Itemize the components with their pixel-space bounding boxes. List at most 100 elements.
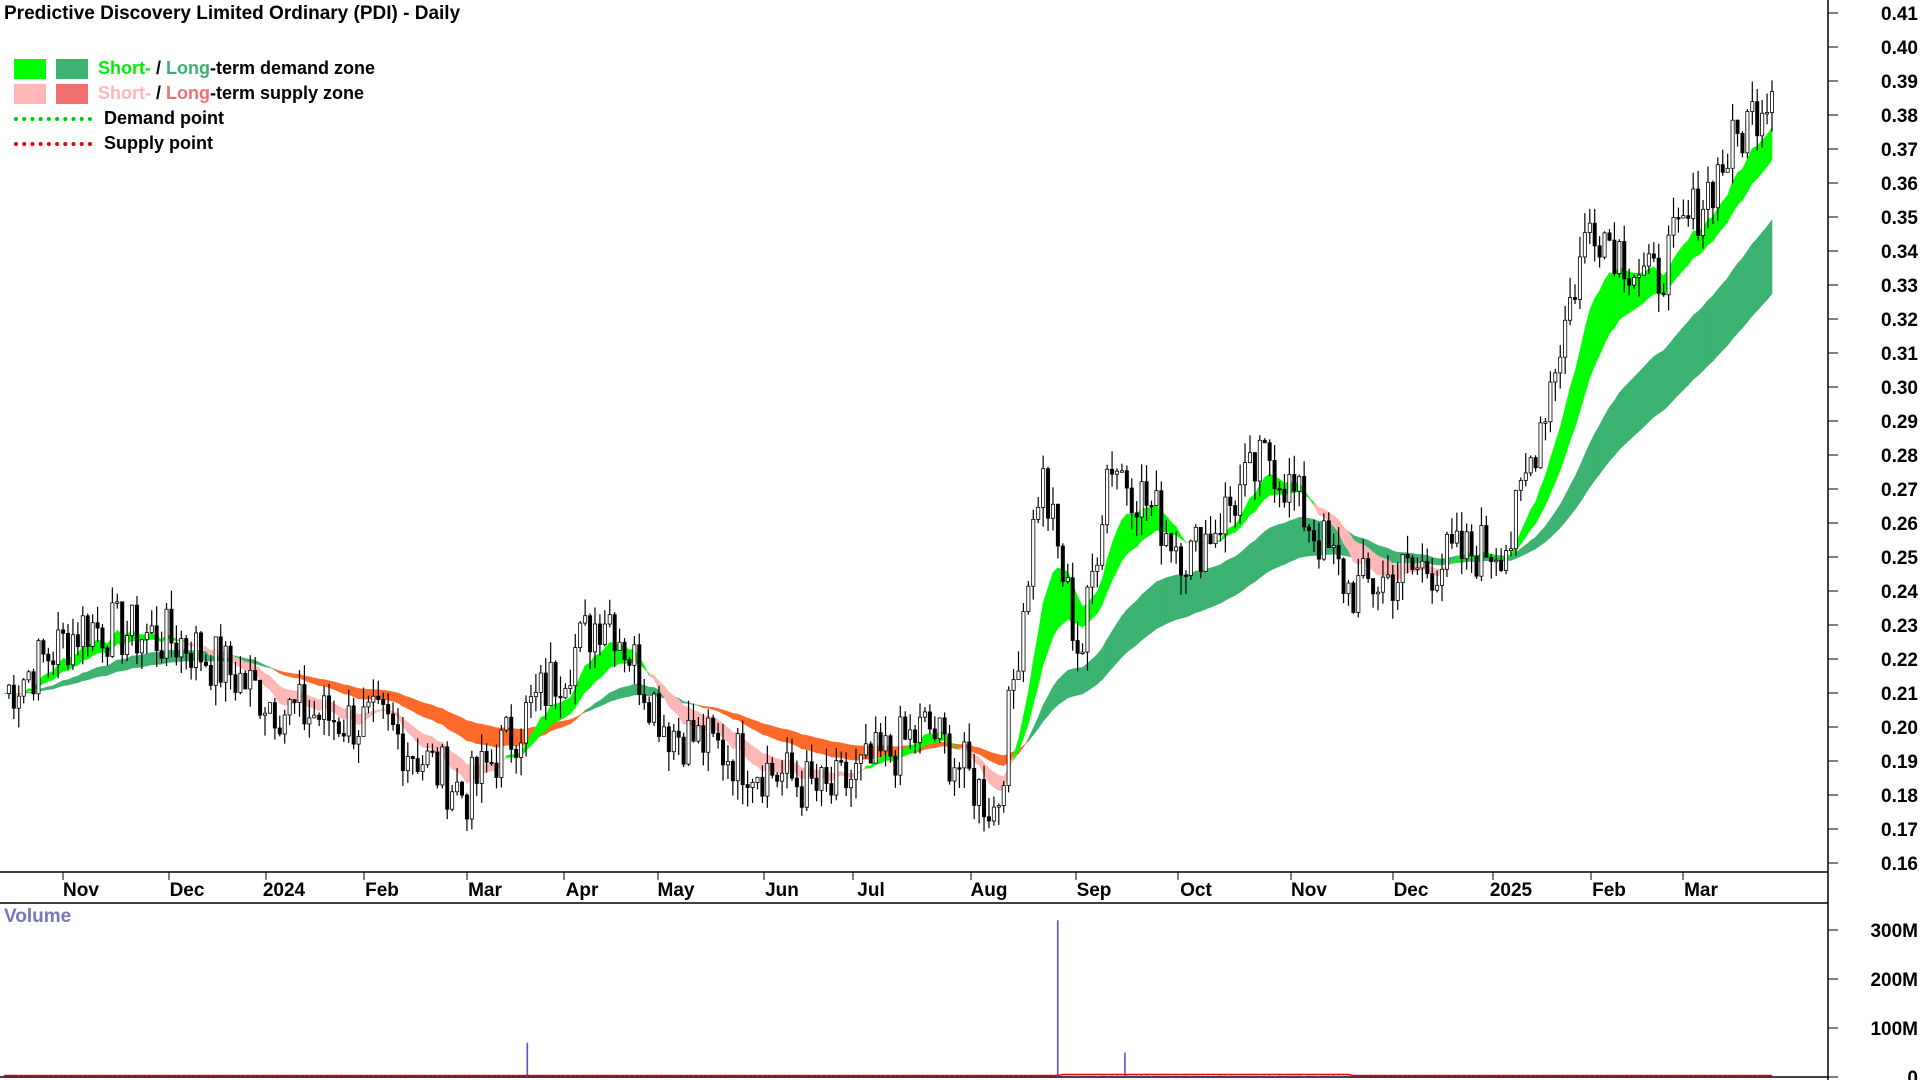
long-term-zone-segment bbox=[1042, 696, 1049, 722]
candle-body bbox=[519, 742, 524, 758]
long-term-zone-segment bbox=[1052, 678, 1059, 711]
long-term-zone-segment bbox=[1683, 321, 1689, 391]
long-term-zone-segment bbox=[1082, 662, 1088, 695]
long-term-zone-segment bbox=[1550, 511, 1556, 538]
legend-long-word: Long bbox=[166, 58, 210, 78]
x-tick-label: Nov bbox=[1291, 880, 1327, 901]
long-term-zone-segment bbox=[126, 655, 133, 671]
candle-body bbox=[1494, 559, 1499, 563]
candle-body bbox=[789, 752, 794, 779]
candle-body bbox=[149, 625, 154, 633]
short-term-zone-segment bbox=[1042, 587, 1049, 665]
candle-body bbox=[415, 758, 420, 772]
candle-body bbox=[1740, 133, 1745, 154]
short-term-zone-segment bbox=[235, 657, 241, 668]
candle-body bbox=[203, 661, 208, 666]
long-term-zone-segment bbox=[363, 688, 369, 700]
long-demand-swatch bbox=[56, 58, 88, 79]
candle-body bbox=[366, 701, 371, 708]
long-term-zone-segment bbox=[1717, 282, 1724, 357]
candle-body bbox=[1105, 468, 1110, 526]
candle-body bbox=[578, 622, 583, 648]
short-term-zone-segment bbox=[1353, 539, 1359, 565]
short-term-zone-segment bbox=[604, 641, 611, 674]
x-tick-label: Apr bbox=[566, 880, 599, 901]
long-term-zone-segment bbox=[1225, 558, 1231, 601]
long-term-zone-segment bbox=[1633, 371, 1640, 437]
long-term-zone-segment bbox=[432, 704, 438, 724]
short-term-zone-segment bbox=[368, 710, 374, 719]
candle-body bbox=[597, 623, 602, 645]
candle-body bbox=[198, 632, 203, 663]
candles-layer bbox=[6, 80, 1775, 832]
candle-body bbox=[1321, 520, 1326, 560]
candle-body bbox=[1371, 578, 1376, 595]
candle-body bbox=[1346, 582, 1351, 595]
short-term-zone-segment bbox=[560, 699, 566, 721]
candle-body bbox=[479, 751, 484, 784]
short-term-zone-segment bbox=[1545, 458, 1551, 506]
y-tick-label: 0.34 bbox=[1881, 242, 1918, 263]
x-tick-label: Nov bbox=[63, 880, 99, 901]
candle-body bbox=[405, 756, 410, 772]
candle-body bbox=[1311, 530, 1316, 542]
candle-body bbox=[1454, 530, 1459, 544]
candle-body bbox=[1720, 164, 1725, 173]
candle-body bbox=[1287, 474, 1292, 503]
long-term-zone-segment bbox=[1614, 391, 1620, 457]
candle-body bbox=[883, 735, 888, 752]
candle-body bbox=[1183, 574, 1188, 577]
candle-body bbox=[627, 659, 632, 666]
long-term-zone-segment bbox=[309, 676, 315, 685]
long-term-zone-segment bbox=[1126, 604, 1133, 653]
legend-slash-supply: / bbox=[151, 83, 167, 103]
candle-body bbox=[1050, 503, 1055, 519]
candle-body bbox=[962, 741, 967, 769]
candle-body bbox=[1602, 232, 1607, 258]
long-term-zone-segment bbox=[624, 685, 630, 698]
y-tick-label: 0.25 bbox=[1881, 548, 1918, 569]
long-term-zone-segment bbox=[1742, 250, 1748, 329]
candle-body bbox=[927, 711, 932, 730]
long-term-zone-segment bbox=[343, 684, 350, 695]
candle-body bbox=[499, 729, 504, 778]
candle-body bbox=[322, 695, 327, 720]
short-term-zone-segment bbox=[1146, 507, 1152, 538]
long-term-zone-segment bbox=[1668, 337, 1674, 406]
short-term-zone-segment bbox=[1229, 524, 1236, 535]
legend-short-word-supply: Short- bbox=[98, 83, 151, 103]
candle-body bbox=[208, 665, 213, 686]
candle-body bbox=[1115, 470, 1120, 475]
candle-body bbox=[75, 634, 80, 648]
candle-body bbox=[967, 741, 972, 769]
long-term-zone-segment bbox=[1525, 540, 1531, 555]
y-tick-label: 0.16 bbox=[1881, 854, 1918, 875]
short-term-zone-segment bbox=[1525, 509, 1531, 539]
candle-body bbox=[1193, 526, 1198, 542]
volume-y-tick-label: 100M bbox=[1870, 1019, 1918, 1040]
candle-body bbox=[464, 794, 469, 820]
candle-body bbox=[1006, 689, 1011, 786]
short-term-zone-segment bbox=[776, 758, 783, 774]
short-term-zone-segment bbox=[594, 653, 601, 683]
candle-body bbox=[804, 761, 809, 808]
candle-body bbox=[277, 727, 282, 735]
short-term-zone-segment bbox=[1244, 497, 1251, 523]
long-term-zone-segment bbox=[402, 694, 409, 710]
candle-body bbox=[524, 702, 529, 744]
volume-panel: 300M 200M 100M 0 bbox=[3, 920, 1918, 1080]
candle-body bbox=[740, 733, 745, 785]
long-term-zone-segment bbox=[1170, 574, 1177, 623]
long-term-zone-segment bbox=[1057, 674, 1064, 706]
candle-body bbox=[292, 699, 297, 703]
long-term-zone-segment bbox=[717, 708, 724, 715]
candle-body bbox=[66, 632, 71, 666]
candle-body bbox=[878, 732, 883, 752]
long-term-zone-segment bbox=[845, 743, 852, 761]
candle-body bbox=[809, 761, 814, 779]
y-tick-label: 0.28 bbox=[1881, 446, 1918, 467]
candle-body bbox=[1607, 232, 1612, 241]
y-tick-label: 0.26 bbox=[1881, 514, 1918, 535]
short-term-zone-segment bbox=[1569, 371, 1576, 441]
long-term-zone-segment bbox=[1229, 556, 1236, 598]
